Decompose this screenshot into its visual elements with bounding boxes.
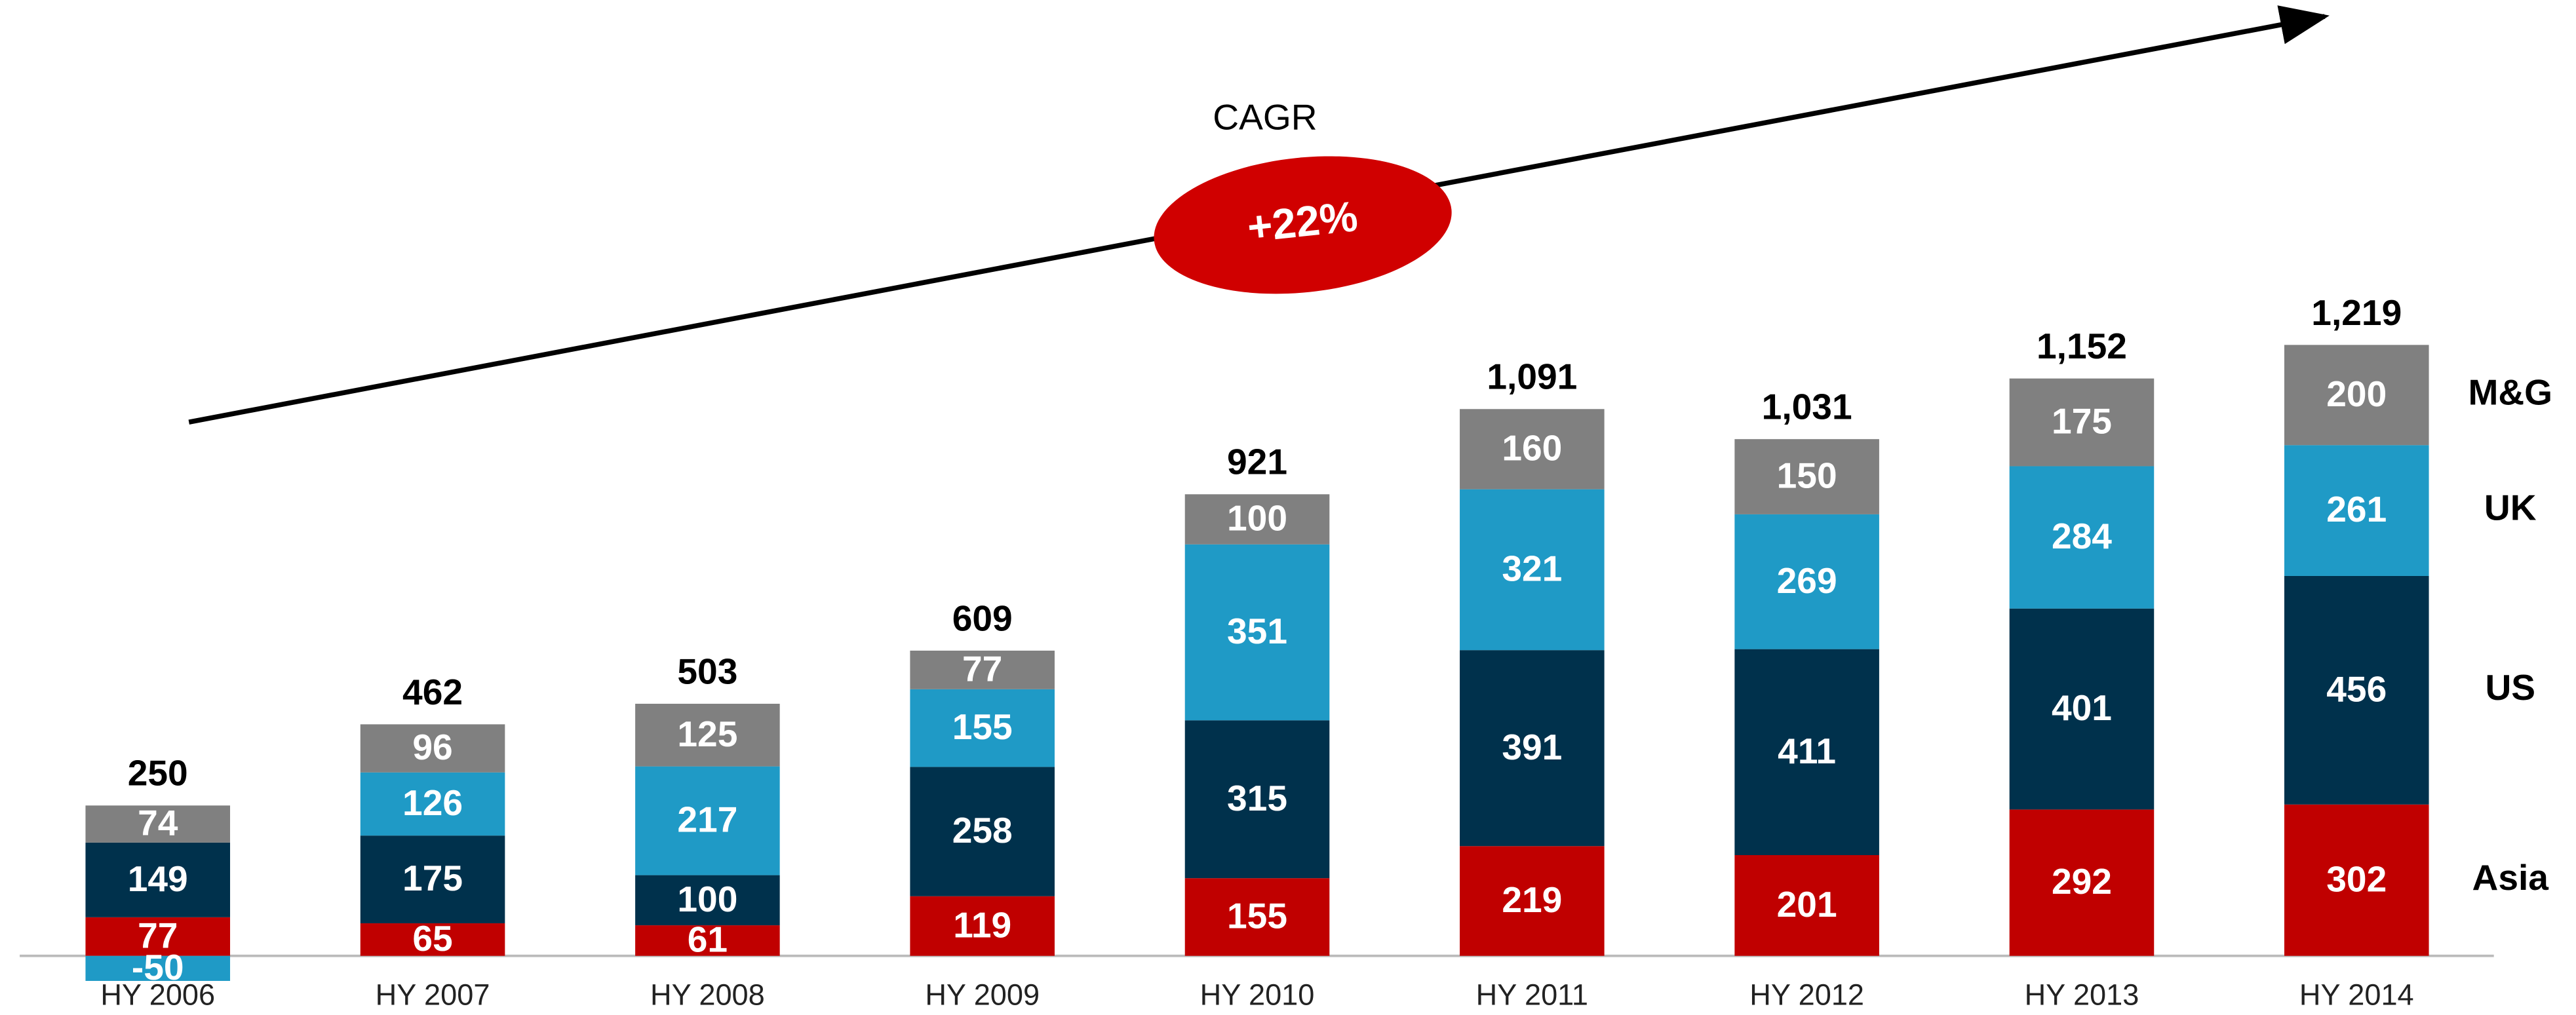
total-label: 1,031 [1762,387,1852,427]
cagr-badge [1154,156,1452,294]
bar-segment [910,896,1055,956]
legend-label: Asia [2472,857,2550,898]
segment-label: 160 [1502,428,1562,469]
segment-label: 100 [1227,498,1287,539]
segment-label: 155 [952,706,1013,747]
segment-label: 126 [402,782,463,823]
x-tick-label: HY 2013 [2025,978,2139,1011]
total-label: 1,091 [1487,356,1577,397]
bar-segment [2284,804,2429,956]
segment-label: 150 [1777,455,1837,496]
bar-segment [1460,846,1605,956]
total-label: 921 [1227,442,1287,482]
bar-segment [1734,439,1879,514]
bar-segment [2009,378,2155,467]
bar-segment [1460,489,1605,651]
segment-label: 321 [1502,548,1562,588]
segment-label: -50 [132,947,184,987]
legend-label: UK [2484,488,2537,528]
segment-label: 125 [677,714,737,754]
segment-label: 292 [2052,861,2112,902]
x-tick-label: HY 2009 [925,978,1040,1011]
bar-segment [85,805,231,843]
bar-segment [2284,575,2429,805]
bar-segment [85,955,231,981]
segment-label: 401 [2052,687,2112,728]
segment-label: 258 [952,810,1013,851]
segment-label: 61 [688,919,728,959]
bar-segment [360,835,505,924]
bar-segment [2009,809,2155,956]
bar-segment [85,917,231,956]
segment-label: 391 [1502,727,1562,767]
bar-segment [1734,855,1879,956]
bar-segment [1184,720,1330,879]
bar-segment [1734,649,1879,856]
total-label: 462 [402,672,463,712]
bar-segment [635,766,780,875]
segment-label: 269 [1777,560,1837,601]
segment-label: 456 [2326,668,2387,709]
x-tick-label: HY 2008 [650,978,765,1011]
bar-segment [1460,650,1605,847]
segment-label: 77 [138,915,178,955]
segment-label: 200 [2326,373,2387,414]
bar-segment [910,767,1055,896]
segment-label: 175 [2052,401,2112,442]
bar-segment [360,772,505,836]
segment-label: 217 [677,799,737,840]
cagr-label: CAGR [1213,97,1317,138]
x-tick-label: HY 2014 [2299,978,2414,1011]
bar-segment [360,724,505,773]
bar-segment [1184,494,1330,545]
x-tick-label: HY 2011 [1476,978,1588,1011]
bar-segment [910,689,1055,767]
segment-label: 219 [1502,879,1562,920]
segment-label: 351 [1227,611,1287,651]
segment-label: 96 [412,727,452,767]
x-tick-label: HY 2010 [1200,978,1315,1011]
x-tick-label: HY 2006 [100,978,215,1011]
segment-label: 315 [1227,778,1287,818]
segment-label: 119 [953,904,1011,945]
legend-label: M&G [2468,372,2552,412]
legend-label: US [2485,667,2535,708]
total-label: 503 [677,651,737,691]
bar-segment [1460,409,1605,489]
segment-label: 284 [2052,516,2112,556]
total-label: 250 [128,753,188,794]
segment-label: 77 [962,648,1002,689]
bar-segment [635,875,780,926]
total-label: 609 [952,598,1013,638]
bar-segment [910,650,1055,689]
bar-segment [85,842,231,917]
segment-label: 65 [412,918,452,959]
bar-segment [1184,878,1330,956]
bar-segment [360,923,505,956]
segment-label: 201 [1777,884,1837,925]
bar-segment [635,925,780,956]
total-label: 1,219 [2311,292,2402,333]
bar-segment [2009,608,2155,810]
segment-label: 261 [2326,489,2387,529]
bar-segment [2284,445,2429,576]
bar-segment [2284,345,2429,446]
total-label: 1,152 [2037,326,2127,366]
segment-label: 302 [2326,858,2387,899]
cagr-value: +22% [1245,192,1359,251]
segment-label: 100 [677,879,737,919]
segment-label: 411 [1778,731,1836,771]
bar-segment [1184,544,1330,721]
bar-segment [2009,466,2155,609]
segment-label: 175 [402,858,463,898]
segment-label: 74 [138,803,178,843]
x-tick-label: HY 2012 [1749,978,1864,1011]
segment-label: 155 [1227,896,1287,936]
bar-segment [635,704,780,767]
bar-segment [1734,514,1879,649]
x-tick-label: HY 2007 [376,978,490,1011]
segment-label: 149 [128,858,188,899]
